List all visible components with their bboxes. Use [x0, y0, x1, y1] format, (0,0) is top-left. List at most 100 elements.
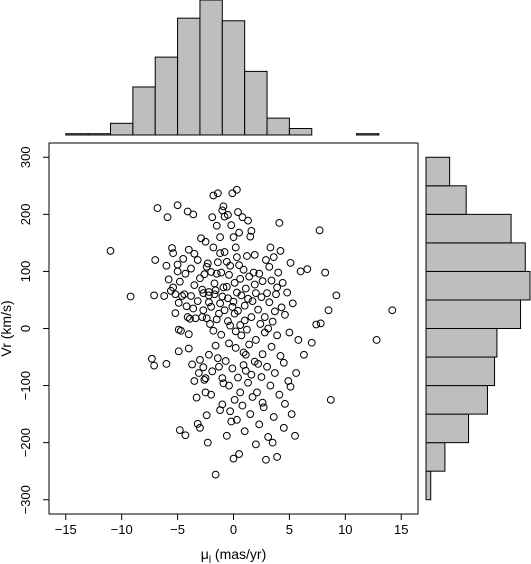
data-point — [235, 450, 243, 458]
data-point — [247, 226, 256, 235]
data-point — [171, 290, 180, 299]
data-point — [240, 316, 249, 325]
data-point — [237, 331, 246, 340]
data-point — [222, 431, 231, 440]
data-point — [307, 338, 316, 347]
data-point — [241, 366, 250, 375]
y-tick-label: −300 — [18, 485, 33, 514]
x-tick-label: −10 — [111, 522, 133, 537]
data-point — [257, 293, 266, 302]
data-point — [224, 294, 232, 303]
x-tick-label: 15 — [394, 522, 408, 537]
data-point — [274, 268, 283, 277]
data-point — [210, 290, 219, 299]
data-point — [229, 233, 238, 242]
data-point — [264, 433, 273, 441]
data-point — [230, 395, 239, 404]
data-point — [209, 191, 218, 200]
data-point — [286, 382, 295, 391]
data-point — [250, 280, 259, 289]
y-histogram-bar — [425, 185, 467, 215]
data-point — [312, 320, 321, 329]
data-point — [248, 393, 257, 401]
data-point — [183, 313, 192, 321]
data-point — [202, 411, 211, 420]
data-point — [174, 298, 183, 307]
data-point — [303, 265, 312, 274]
data-point — [243, 252, 251, 260]
data-point — [175, 277, 184, 286]
data-point — [254, 359, 263, 368]
data-point — [215, 362, 223, 371]
data-point — [222, 282, 231, 291]
x-histogram-bar — [266, 117, 290, 136]
data-point — [219, 283, 228, 292]
data-point — [206, 320, 214, 328]
data-point — [276, 351, 285, 360]
y-histogram-bar — [425, 328, 498, 358]
data-point — [260, 313, 269, 321]
x-histogram-bar — [87, 133, 111, 136]
data-point — [205, 350, 213, 359]
y-histogram-bar — [425, 442, 446, 472]
data-point — [196, 355, 204, 364]
data-point — [212, 269, 221, 278]
data-point — [292, 369, 301, 377]
x-tick-label: −5 — [170, 522, 185, 537]
data-point — [184, 330, 193, 339]
data-point — [197, 234, 205, 243]
data-point — [196, 423, 204, 432]
data-point — [153, 204, 162, 212]
data-point — [251, 289, 260, 298]
data-point — [184, 245, 193, 254]
data-point — [224, 211, 232, 219]
data-point — [225, 339, 233, 348]
data-point — [300, 350, 308, 359]
data-point — [218, 400, 227, 409]
data-point — [243, 325, 251, 334]
data-point — [250, 250, 259, 259]
x-tick-label: −15 — [55, 522, 77, 537]
data-point — [265, 298, 274, 307]
data-point — [217, 330, 226, 339]
data-point — [193, 419, 202, 428]
data-point — [211, 470, 220, 479]
data-point — [209, 243, 218, 252]
data-point — [279, 358, 288, 367]
data-point — [251, 440, 260, 449]
data-point — [194, 369, 203, 377]
data-point — [215, 309, 223, 318]
data-point — [174, 347, 183, 356]
data-point — [228, 364, 237, 373]
data-point — [259, 403, 268, 412]
x-histogram-bar — [177, 17, 201, 136]
data-point — [207, 268, 216, 276]
data-point — [182, 302, 191, 311]
data-point — [201, 374, 210, 383]
data-point — [276, 246, 285, 255]
data-point — [283, 288, 292, 297]
data-point — [324, 306, 333, 315]
data-point — [270, 369, 279, 377]
y-histogram-bar — [425, 242, 526, 272]
data-point — [244, 294, 252, 303]
data-point — [258, 350, 267, 359]
y-tick-label: 100 — [18, 261, 33, 283]
data-point — [193, 297, 202, 306]
data-point — [275, 219, 284, 227]
data-point — [247, 313, 256, 321]
data-point — [287, 410, 296, 419]
data-point — [239, 265, 248, 274]
x-histogram-bar — [132, 86, 156, 136]
data-point — [181, 269, 190, 278]
data-point — [234, 373, 242, 382]
data-point — [200, 375, 209, 384]
data-point — [235, 261, 243, 270]
y-histogram-bar — [425, 299, 522, 330]
data-point — [218, 292, 227, 301]
data-point — [208, 213, 217, 222]
x-tick-label: 10 — [338, 522, 352, 537]
data-point — [238, 213, 247, 222]
data-point — [232, 253, 241, 262]
y-tick-label: −100 — [18, 371, 33, 400]
